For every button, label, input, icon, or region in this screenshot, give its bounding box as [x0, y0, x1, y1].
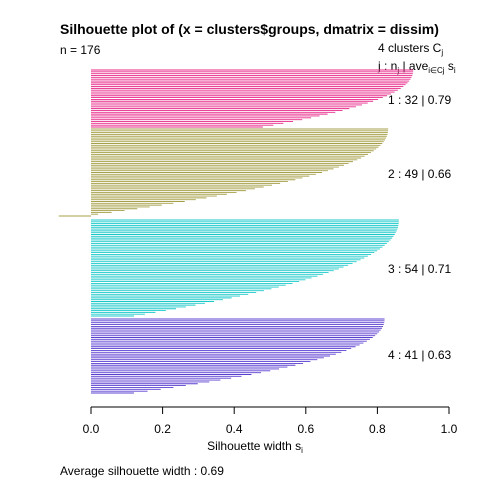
cluster-3-label: 3 : 54 | 0.71 — [388, 262, 451, 276]
average-silhouette-footer: Average silhouette width : 0.69 — [60, 464, 224, 478]
cluster-4-label: 4 : 41 | 0.63 — [388, 348, 451, 362]
cluster-1-label: 1 : 32 | 0.79 — [388, 93, 451, 107]
n-label: n = 176 — [60, 43, 101, 57]
x-tick-label: 0.0 — [83, 422, 100, 436]
header-clusters: 4 clusters Cj — [378, 41, 443, 57]
x-axis: 0.0 0.2 0.4 0.6 0.8 1.0 — [83, 407, 458, 436]
x-axis-label: Silhouette width si — [207, 439, 303, 455]
x-tick-label: 1.0 — [441, 422, 458, 436]
x-tick-label: 0.6 — [297, 422, 314, 436]
x-tick-label: 0.4 — [226, 422, 243, 436]
cluster-2-label: 2 : 49 | 0.66 — [388, 167, 451, 181]
x-tick-label: 0.2 — [154, 422, 171, 436]
x-tick-label: 0.8 — [369, 422, 386, 436]
cluster-1-bars — [91, 69, 414, 128]
cluster-4-bars — [91, 318, 385, 394]
header-columns: j : nj | avei∈Cj si — [377, 59, 456, 75]
silhouette-bars — [58, 69, 414, 394]
cluster-labels: 1 : 32 | 0.79 2 : 49 | 0.66 3 : 54 | 0.71 4… — [388, 93, 451, 362]
chart-title: Silhouette plot of (x = clusters$groups,… — [60, 21, 439, 37]
cluster-3-bars — [91, 219, 399, 317]
cluster-2-bars — [58, 128, 389, 217]
